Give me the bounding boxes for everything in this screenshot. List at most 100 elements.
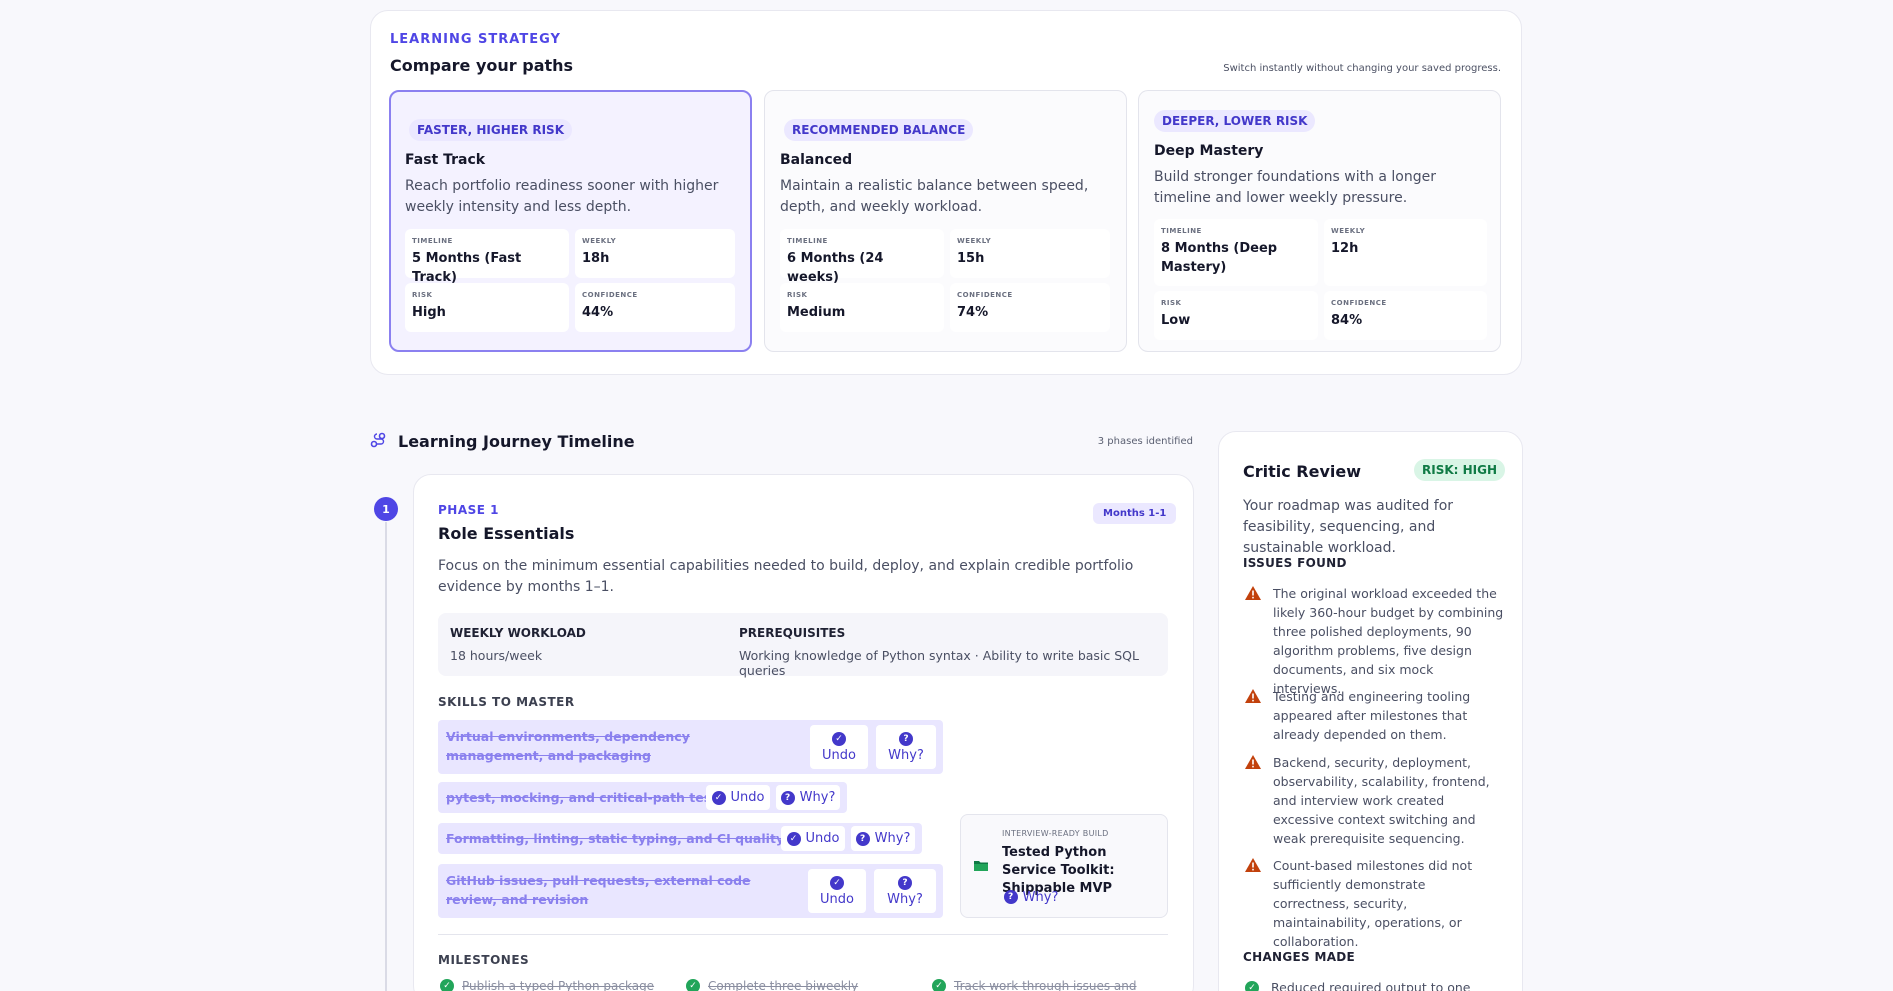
issues-label: ISSUES FOUND [1243, 556, 1347, 570]
skill-item: pytest, mocking, and critical-path testi… [438, 782, 847, 813]
undo-button[interactable]: ✓ Undo [706, 785, 770, 810]
divider [438, 934, 1168, 935]
warning-icon [1245, 689, 1261, 703]
stat-value: 18h [582, 251, 610, 266]
check-icon: ✓ [832, 731, 846, 746]
why-button[interactable]: ? Why? [874, 869, 936, 913]
skills-label: SKILLS TO MASTER [438, 695, 575, 709]
build-card: INTERVIEW-READY BUILD Tested Python Serv… [960, 814, 1168, 918]
why-label: Why? [874, 831, 911, 846]
stat-label: WEEKLY [957, 237, 992, 245]
milestones-label: MILESTONES [438, 953, 530, 967]
stat-label: RISK [412, 291, 433, 299]
help-icon: ? [855, 831, 870, 846]
journey-icon [370, 432, 386, 448]
why-button[interactable]: ? Why? [999, 886, 1063, 908]
stat-value: 44% [582, 305, 614, 320]
undo-button[interactable]: ✓ Undo [810, 725, 868, 769]
skill-item: Virtual environments, dependency managem… [438, 720, 943, 774]
warning-icon [1245, 858, 1261, 872]
stat-label: TIMELINE [1161, 227, 1202, 235]
check-icon: ✓ [711, 790, 726, 805]
path-description: Reach portfolio readiness sooner with hi… [405, 178, 719, 215]
undo-label: Undo [730, 790, 765, 805]
prereq-value: Working knowledge of Python syntax · Abi… [739, 648, 1139, 678]
phase-info-box: WEEKLY WORKLOAD 18 hours/week PREREQUISI… [438, 613, 1168, 678]
skill-text: Formatting, linting, static typing, and … [446, 831, 828, 846]
path-chip: DEEPER, LOWER RISK [1154, 110, 1316, 132]
warning-icon [1245, 586, 1261, 600]
stat-timeline: TIMELINE 5 Months (Fast Track) [405, 229, 569, 285]
path-name: Balanced [780, 152, 853, 168]
stat-timeline: TIMELINE 8 Months (Deep Mastery) [1154, 219, 1318, 286]
warning-icon [1245, 755, 1261, 769]
stat-label: CONFIDENCE [1331, 299, 1387, 307]
undo-label: Undo [820, 891, 854, 907]
stat-risk: RISK Low [1154, 291, 1318, 340]
stat-confidence: CONFIDENCE 84% [1324, 291, 1487, 340]
stat-value: 84% [1331, 313, 1363, 328]
stat-value: High [412, 305, 446, 320]
undo-button[interactable]: ✓ Undo [808, 869, 866, 913]
change-item: ✓ Reduced required output to one [1245, 978, 1470, 991]
path-chip: FASTER, HIGHER RISK [409, 119, 572, 141]
stat-value: 8 Months (Deep Mastery) [1161, 241, 1278, 275]
skill-item: Formatting, linting, static typing, and … [438, 823, 922, 854]
help-icon: ? [1003, 890, 1018, 904]
phase-label: PHASE 1 [438, 503, 499, 517]
check-icon: ✓ [932, 979, 946, 991]
why-label: Why? [1022, 889, 1059, 905]
timeline-title: Learning Journey Timeline [398, 432, 635, 451]
strategy-eyebrow: LEARNING STRATEGY [390, 32, 561, 47]
stat-weekly: WEEKLY 15h [950, 229, 1110, 278]
phase-count: 3 phases identified [1097, 436, 1193, 447]
stat-label: WEEKLY [582, 237, 617, 245]
issue-item: Backend, security, deployment, observabi… [1273, 755, 1490, 846]
skill-text: pytest, mocking, and critical-path testi… [446, 790, 740, 805]
critic-title: Critic Review [1243, 462, 1362, 481]
risk-badge: RISK: HIGH [1414, 459, 1506, 481]
path-card-fast-track[interactable]: FASTER, HIGHER RISK Fast Track Reach por… [389, 90, 752, 352]
stat-timeline: TIMELINE 6 Months (24 weeks) [780, 229, 944, 285]
help-icon: ? [899, 731, 913, 746]
stat-confidence: CONFIDENCE 44% [575, 283, 735, 332]
stat-label: TIMELINE [787, 237, 828, 245]
strategy-title: Compare your paths [390, 56, 574, 75]
months-badge: Months 1-1 [1093, 503, 1177, 524]
help-icon: ? [780, 790, 795, 805]
stat-label: WEEKLY [1331, 227, 1366, 235]
workload-value: 18 hours/week [450, 648, 543, 663]
issue-item: The original workload exceeded the likel… [1273, 586, 1504, 696]
phase-number: 1 [374, 497, 398, 521]
undo-button[interactable]: ✓ Undo [781, 826, 845, 851]
why-label: Why? [887, 891, 923, 907]
path-card-balanced[interactable]: RECOMMENDED BALANCE Balanced Maintain a … [764, 90, 1127, 352]
changes-label: CHANGES MADE [1243, 950, 1356, 964]
stat-value: 12h [1331, 241, 1359, 256]
path-card-deep-mastery[interactable]: DEEPER, LOWER RISK Deep Mastery Build st… [1138, 90, 1501, 352]
why-button[interactable]: ? Why? [876, 725, 936, 769]
workload-label: WEEKLY WORKLOAD [450, 626, 586, 640]
stat-weekly: WEEKLY 12h [1324, 219, 1487, 286]
why-button[interactable]: ? Why? [776, 785, 840, 810]
skill-text: Virtual environments, dependency managem… [446, 729, 690, 763]
stat-value: 74% [957, 305, 989, 320]
path-chip: RECOMMENDED BALANCE [784, 119, 974, 141]
build-eyebrow: INTERVIEW-READY BUILD [1002, 829, 1109, 838]
milestone-item: ✓ Track work through issues and [932, 979, 1137, 991]
milestone-text: Track work through issues and [954, 979, 1137, 991]
folder-icon [974, 861, 988, 871]
path-description: Maintain a realistic balance between spe… [780, 178, 1089, 215]
stat-label: RISK [787, 291, 808, 299]
skill-item: GitHub issues, pull requests, external c… [438, 864, 943, 918]
milestone-item: ✓ Complete three biweekly [686, 979, 858, 991]
stat-risk: RISK Medium [780, 283, 944, 332]
undo-label: Undo [822, 747, 856, 763]
why-button[interactable]: ? Why? [851, 826, 915, 851]
why-label: Why? [888, 747, 924, 763]
why-label: Why? [799, 790, 836, 805]
path-description: Build stronger foundations with a longer… [1154, 169, 1437, 206]
critic-description: Your roadmap was audited for feasibility… [1243, 498, 1454, 556]
skill-text: GitHub issues, pull requests, external c… [446, 873, 751, 907]
stat-label: CONFIDENCE [957, 291, 1013, 299]
